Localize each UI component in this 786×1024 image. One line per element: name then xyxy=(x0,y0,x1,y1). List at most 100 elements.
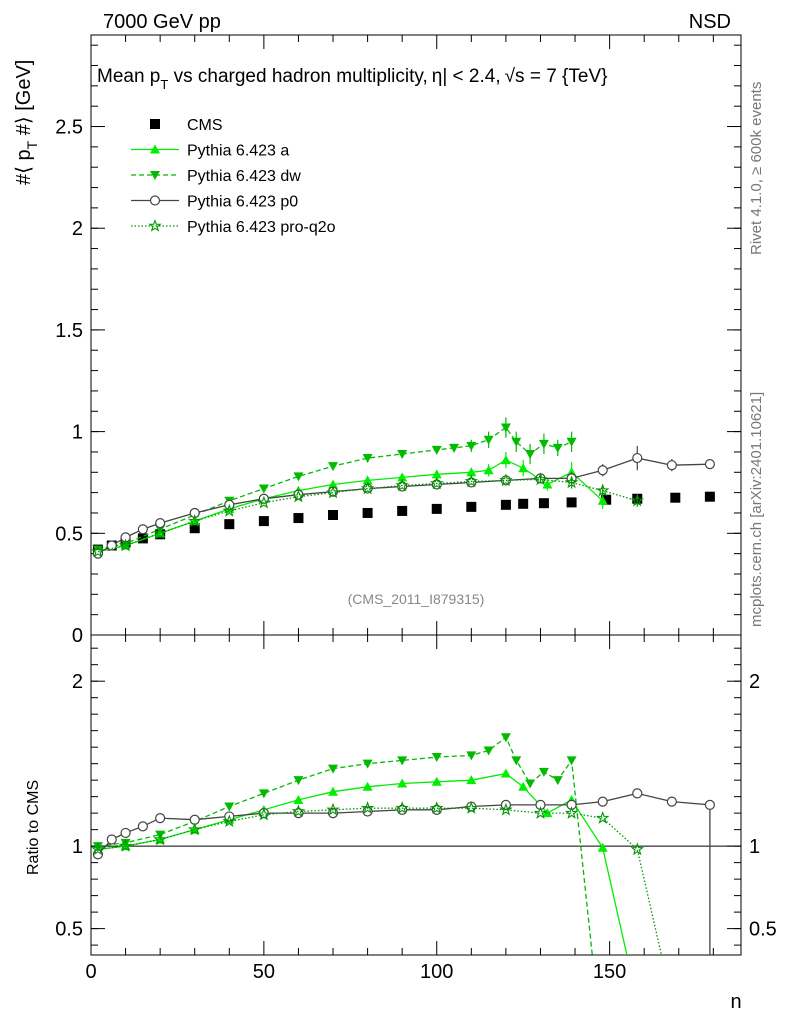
pq-marker xyxy=(326,485,340,499)
cms-marker xyxy=(328,510,339,520)
dw-marker xyxy=(258,484,269,494)
dw-marker xyxy=(566,756,577,766)
dw-marker xyxy=(566,437,577,447)
dw-marker xyxy=(431,445,442,455)
pq-marker xyxy=(499,802,513,816)
dw-marker xyxy=(92,842,103,852)
pq-marker xyxy=(360,481,375,495)
p0-line xyxy=(97,457,710,555)
pq-marker xyxy=(91,544,105,558)
cms-marker xyxy=(500,499,511,510)
pq-marker xyxy=(429,476,444,490)
y-tick-label: 1 xyxy=(72,836,83,858)
main-p0-series xyxy=(92,445,715,559)
dw-marker xyxy=(362,759,373,769)
dw-marker xyxy=(224,802,235,812)
dw-marker xyxy=(525,449,536,459)
a-marker xyxy=(466,775,477,785)
pq-marker xyxy=(291,804,306,818)
legend-item-cms: CMS xyxy=(150,117,223,134)
a-marker xyxy=(362,475,373,485)
legend-item-pq: Pythia 6.423 pro-q2o xyxy=(131,218,336,236)
dw-marker xyxy=(552,776,563,786)
cms-marker xyxy=(137,533,148,544)
p0-marker xyxy=(704,459,715,470)
pq-marker xyxy=(395,478,409,492)
a-line xyxy=(97,772,628,956)
a-marker xyxy=(328,786,339,796)
pq-marker xyxy=(630,493,645,507)
pq-marker xyxy=(291,489,306,503)
pq-marker xyxy=(630,842,645,856)
dw-marker xyxy=(397,449,408,459)
main-dw-series xyxy=(92,417,577,555)
legend-label: Pythia 6.423 a xyxy=(187,143,289,160)
main-pq-series xyxy=(91,472,645,558)
p0-marker xyxy=(137,821,148,832)
dw-marker xyxy=(328,462,339,472)
y-tick-label: 1.5 xyxy=(55,320,83,342)
main-cms-series xyxy=(92,491,715,555)
cms-marker xyxy=(431,503,442,514)
dw-marker xyxy=(293,472,304,482)
cms-marker xyxy=(566,497,577,508)
cms-marker xyxy=(397,505,408,516)
a-marker xyxy=(542,808,553,818)
pq-marker xyxy=(153,526,167,540)
pq-marker xyxy=(464,801,479,814)
p0-marker xyxy=(120,827,131,839)
a-marker xyxy=(362,781,373,791)
dw-marker xyxy=(483,746,494,756)
rivet-label: Rivet 4.1.0, ≥ 600k events xyxy=(748,82,765,255)
y-axis-label: #⟨ pT #⟩ [GeV] xyxy=(13,60,40,185)
dw-marker xyxy=(500,733,511,743)
y-tick-label-right: 2 xyxy=(749,671,760,693)
dw-marker xyxy=(500,423,511,433)
p0-marker xyxy=(155,812,166,824)
mcplots-label: mcplots.cern.ch [arXiv:2401.10621] xyxy=(748,392,765,627)
cms-marker xyxy=(466,501,477,512)
dw-marker xyxy=(431,753,442,763)
x-tick-label: 0 xyxy=(85,961,96,983)
cms-marker xyxy=(704,491,715,502)
ratio-plot-frame xyxy=(90,634,742,956)
y-tick-label: 0.5 xyxy=(55,523,83,545)
analysis-label: (CMS_2011_I879315) xyxy=(348,591,485,607)
y-tick-label-right: 1 xyxy=(749,836,760,858)
y-tick-label: 0 xyxy=(72,625,83,647)
dw-marker xyxy=(538,767,549,777)
y-tick-label-right: 0.5 xyxy=(749,919,777,941)
ratio-dw-series xyxy=(92,733,593,956)
dw-marker xyxy=(293,776,304,786)
a-marker xyxy=(431,776,442,786)
pq-marker xyxy=(564,475,579,489)
pq-marker xyxy=(326,802,340,816)
axis-ticks: 00.511.522.50.5 0.51 12 20 50 100 150 xyxy=(55,35,777,983)
p0-marker xyxy=(155,518,166,529)
pq-marker xyxy=(464,474,479,488)
cms-marker xyxy=(518,498,529,509)
a-marker xyxy=(542,479,553,489)
p0-marker xyxy=(666,796,677,807)
p0-marker xyxy=(106,834,117,845)
x-tick-label: 150 xyxy=(593,961,626,983)
legend-item-p0: Pythia 6.423 p0 xyxy=(131,194,298,211)
p0-marker xyxy=(106,540,117,551)
a-marker xyxy=(597,842,608,852)
p0-marker xyxy=(632,788,643,799)
main-a-series xyxy=(92,451,608,556)
a-marker xyxy=(397,472,408,482)
cms-marker xyxy=(670,492,681,503)
p0-marker xyxy=(632,452,643,464)
p0-marker xyxy=(704,799,715,810)
dw-marker xyxy=(449,443,460,453)
pq-marker xyxy=(533,805,548,819)
a-marker xyxy=(500,455,511,465)
a-marker xyxy=(328,479,339,489)
ratio-a-series xyxy=(92,768,628,956)
pq-marker xyxy=(148,218,162,232)
p0-marker xyxy=(597,465,608,476)
y-tick-label: 1 xyxy=(72,422,83,444)
ratio-pq-series xyxy=(91,801,663,956)
